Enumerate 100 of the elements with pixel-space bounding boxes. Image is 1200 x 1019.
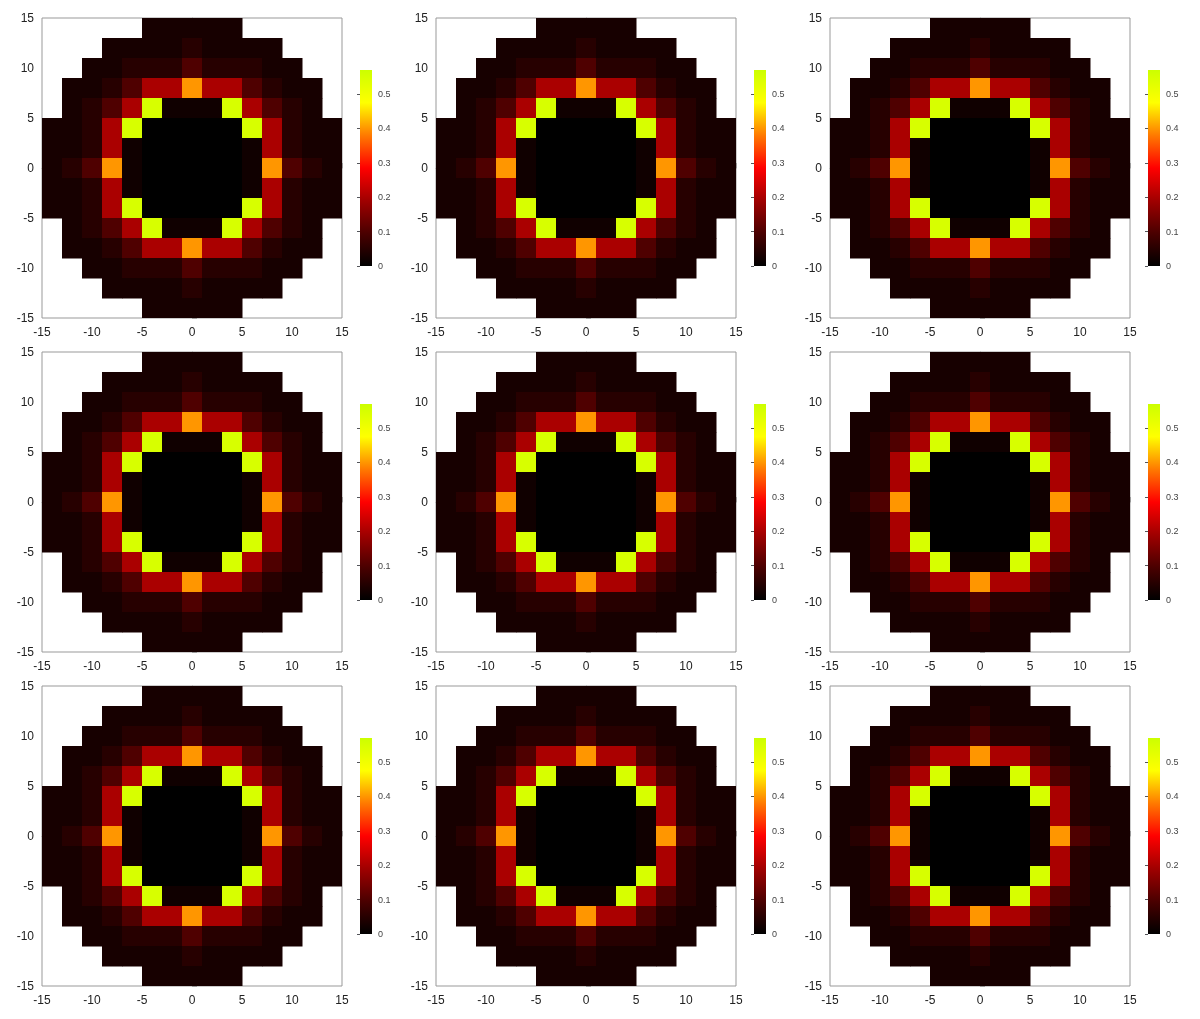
y-tick-label: -5: [23, 545, 35, 559]
y-tick-label: -15: [410, 645, 429, 659]
color-bar-label: 0.5: [378, 89, 391, 100]
y-tick-label: 0: [27, 495, 35, 509]
color-bar-label: 0: [1166, 929, 1172, 939]
x-tick-label: 10: [285, 993, 299, 1007]
color-bar-label: 0.3: [772, 491, 785, 502]
y-tick-label: -10: [804, 595, 823, 609]
x-tick-label: 0: [976, 325, 984, 339]
x-tick-label: -5: [530, 993, 542, 1007]
y-tick-label: -5: [811, 545, 823, 559]
y-tick-label: -15: [804, 645, 823, 659]
color-bar-label: 0.5: [772, 757, 785, 768]
y-tick-label: -5: [417, 211, 429, 225]
y-tick-label: 10: [414, 395, 429, 409]
x-tick-label: -10: [477, 325, 495, 339]
y-tick-label: -10: [16, 929, 35, 943]
x-tick-label: 5: [1026, 993, 1034, 1007]
x-tick-label: 0: [188, 659, 196, 673]
x-tick-label: 5: [1026, 659, 1034, 673]
y-tick-label: -10: [804, 261, 823, 275]
y-tick-label: -10: [16, 261, 35, 275]
color-bar-label: 0.2: [772, 860, 785, 871]
color-bar-label: 0.3: [378, 825, 391, 836]
x-tick-label: 15: [335, 993, 349, 1007]
x-tick-label: -5: [530, 325, 542, 339]
y-tick-label: -5: [23, 211, 35, 225]
color-bar-label: 0.5: [378, 757, 391, 768]
y-tick-label: 0: [815, 829, 823, 843]
color-bar-label: 0.4: [1166, 791, 1179, 802]
x-tick-label: 10: [679, 325, 693, 339]
y-tick-label: -10: [804, 929, 823, 943]
color-bar-label: 0.3: [378, 157, 391, 168]
x-tick-label: 0: [188, 325, 196, 339]
x-tick-label: 0: [976, 659, 984, 673]
color-bar-label: 0.5: [1166, 89, 1179, 100]
y-tick-label: 15: [808, 11, 823, 25]
x-tick-label: -5: [530, 659, 542, 673]
color-bar-label: 0.1: [1166, 560, 1179, 571]
x-tick-label: 0: [582, 993, 590, 1007]
y-tick-label: 5: [815, 779, 823, 793]
x-tick-label: 5: [632, 993, 640, 1007]
y-tick-label: 5: [27, 111, 35, 125]
y-tick-label: 0: [27, 161, 35, 175]
y-tick-label: 10: [414, 729, 429, 743]
x-tick-label: -10: [871, 325, 889, 339]
x-tick-label: 15: [1123, 659, 1137, 673]
x-tick-label: -10: [871, 993, 889, 1007]
y-tick-label: -5: [417, 879, 429, 893]
y-tick-label: 15: [20, 11, 35, 25]
x-tick-label: 0: [582, 325, 590, 339]
y-tick-label: 0: [815, 161, 823, 175]
color-bar-label: 0.5: [772, 89, 785, 100]
x-tick-label: 0: [188, 993, 196, 1007]
color-bar-label: 0.1: [378, 894, 391, 905]
color-bar-label: 0: [772, 929, 778, 939]
x-tick-label: -10: [83, 659, 101, 673]
x-tick-label: -10: [477, 993, 495, 1007]
color-bar-label: 0.4: [1166, 457, 1179, 468]
y-tick-label: -15: [410, 979, 429, 993]
color-bar-label: 0.2: [1166, 860, 1179, 871]
x-tick-label: 0: [976, 993, 984, 1007]
y-tick-label: 15: [414, 11, 429, 25]
color-bar-label: 0.3: [378, 491, 391, 502]
color-bar-label: 0.3: [1166, 491, 1179, 502]
y-tick-label: -5: [811, 211, 823, 225]
color-bar-label: 0.1: [772, 560, 785, 571]
y-tick-label: -10: [410, 929, 429, 943]
color-bar-label: 0: [772, 595, 778, 605]
color-bar-label: 0.3: [772, 157, 785, 168]
y-tick-label: 15: [808, 679, 823, 693]
color-bar-label: 0.4: [772, 123, 785, 134]
y-tick-label: -10: [410, 595, 429, 609]
color-bar-label: 0.2: [772, 526, 785, 537]
y-tick-label: 10: [20, 395, 35, 409]
color-bar-label: 0: [772, 261, 778, 271]
y-tick-label: 10: [20, 729, 35, 743]
color-bar-label: 0.4: [1166, 123, 1179, 134]
y-tick-label: 0: [421, 829, 429, 843]
x-tick-label: 10: [285, 659, 299, 673]
color-bar-label: 0.1: [378, 226, 391, 237]
x-tick-label: -5: [924, 993, 936, 1007]
y-tick-label: 10: [20, 61, 35, 75]
color-bar-label: 0.5: [378, 423, 391, 434]
y-tick-label: -15: [410, 311, 429, 325]
color-bar-label: 0.1: [1166, 226, 1179, 237]
x-tick-label: 15: [335, 325, 349, 339]
color-bar-label: 0.2: [772, 192, 785, 203]
x-tick-label: 15: [729, 325, 743, 339]
y-tick-label: -15: [16, 311, 35, 325]
color-bar-label: 0: [378, 595, 384, 605]
y-tick-label: 10: [414, 61, 429, 75]
x-tick-label: 5: [1026, 325, 1034, 339]
y-tick-label: 0: [27, 829, 35, 843]
y-tick-label: 0: [421, 161, 429, 175]
y-tick-label: -15: [804, 979, 823, 993]
x-tick-label: -5: [924, 325, 936, 339]
x-tick-label: -10: [477, 659, 495, 673]
x-tick-label: 15: [729, 659, 743, 673]
color-bar-label: 0: [1166, 261, 1172, 271]
